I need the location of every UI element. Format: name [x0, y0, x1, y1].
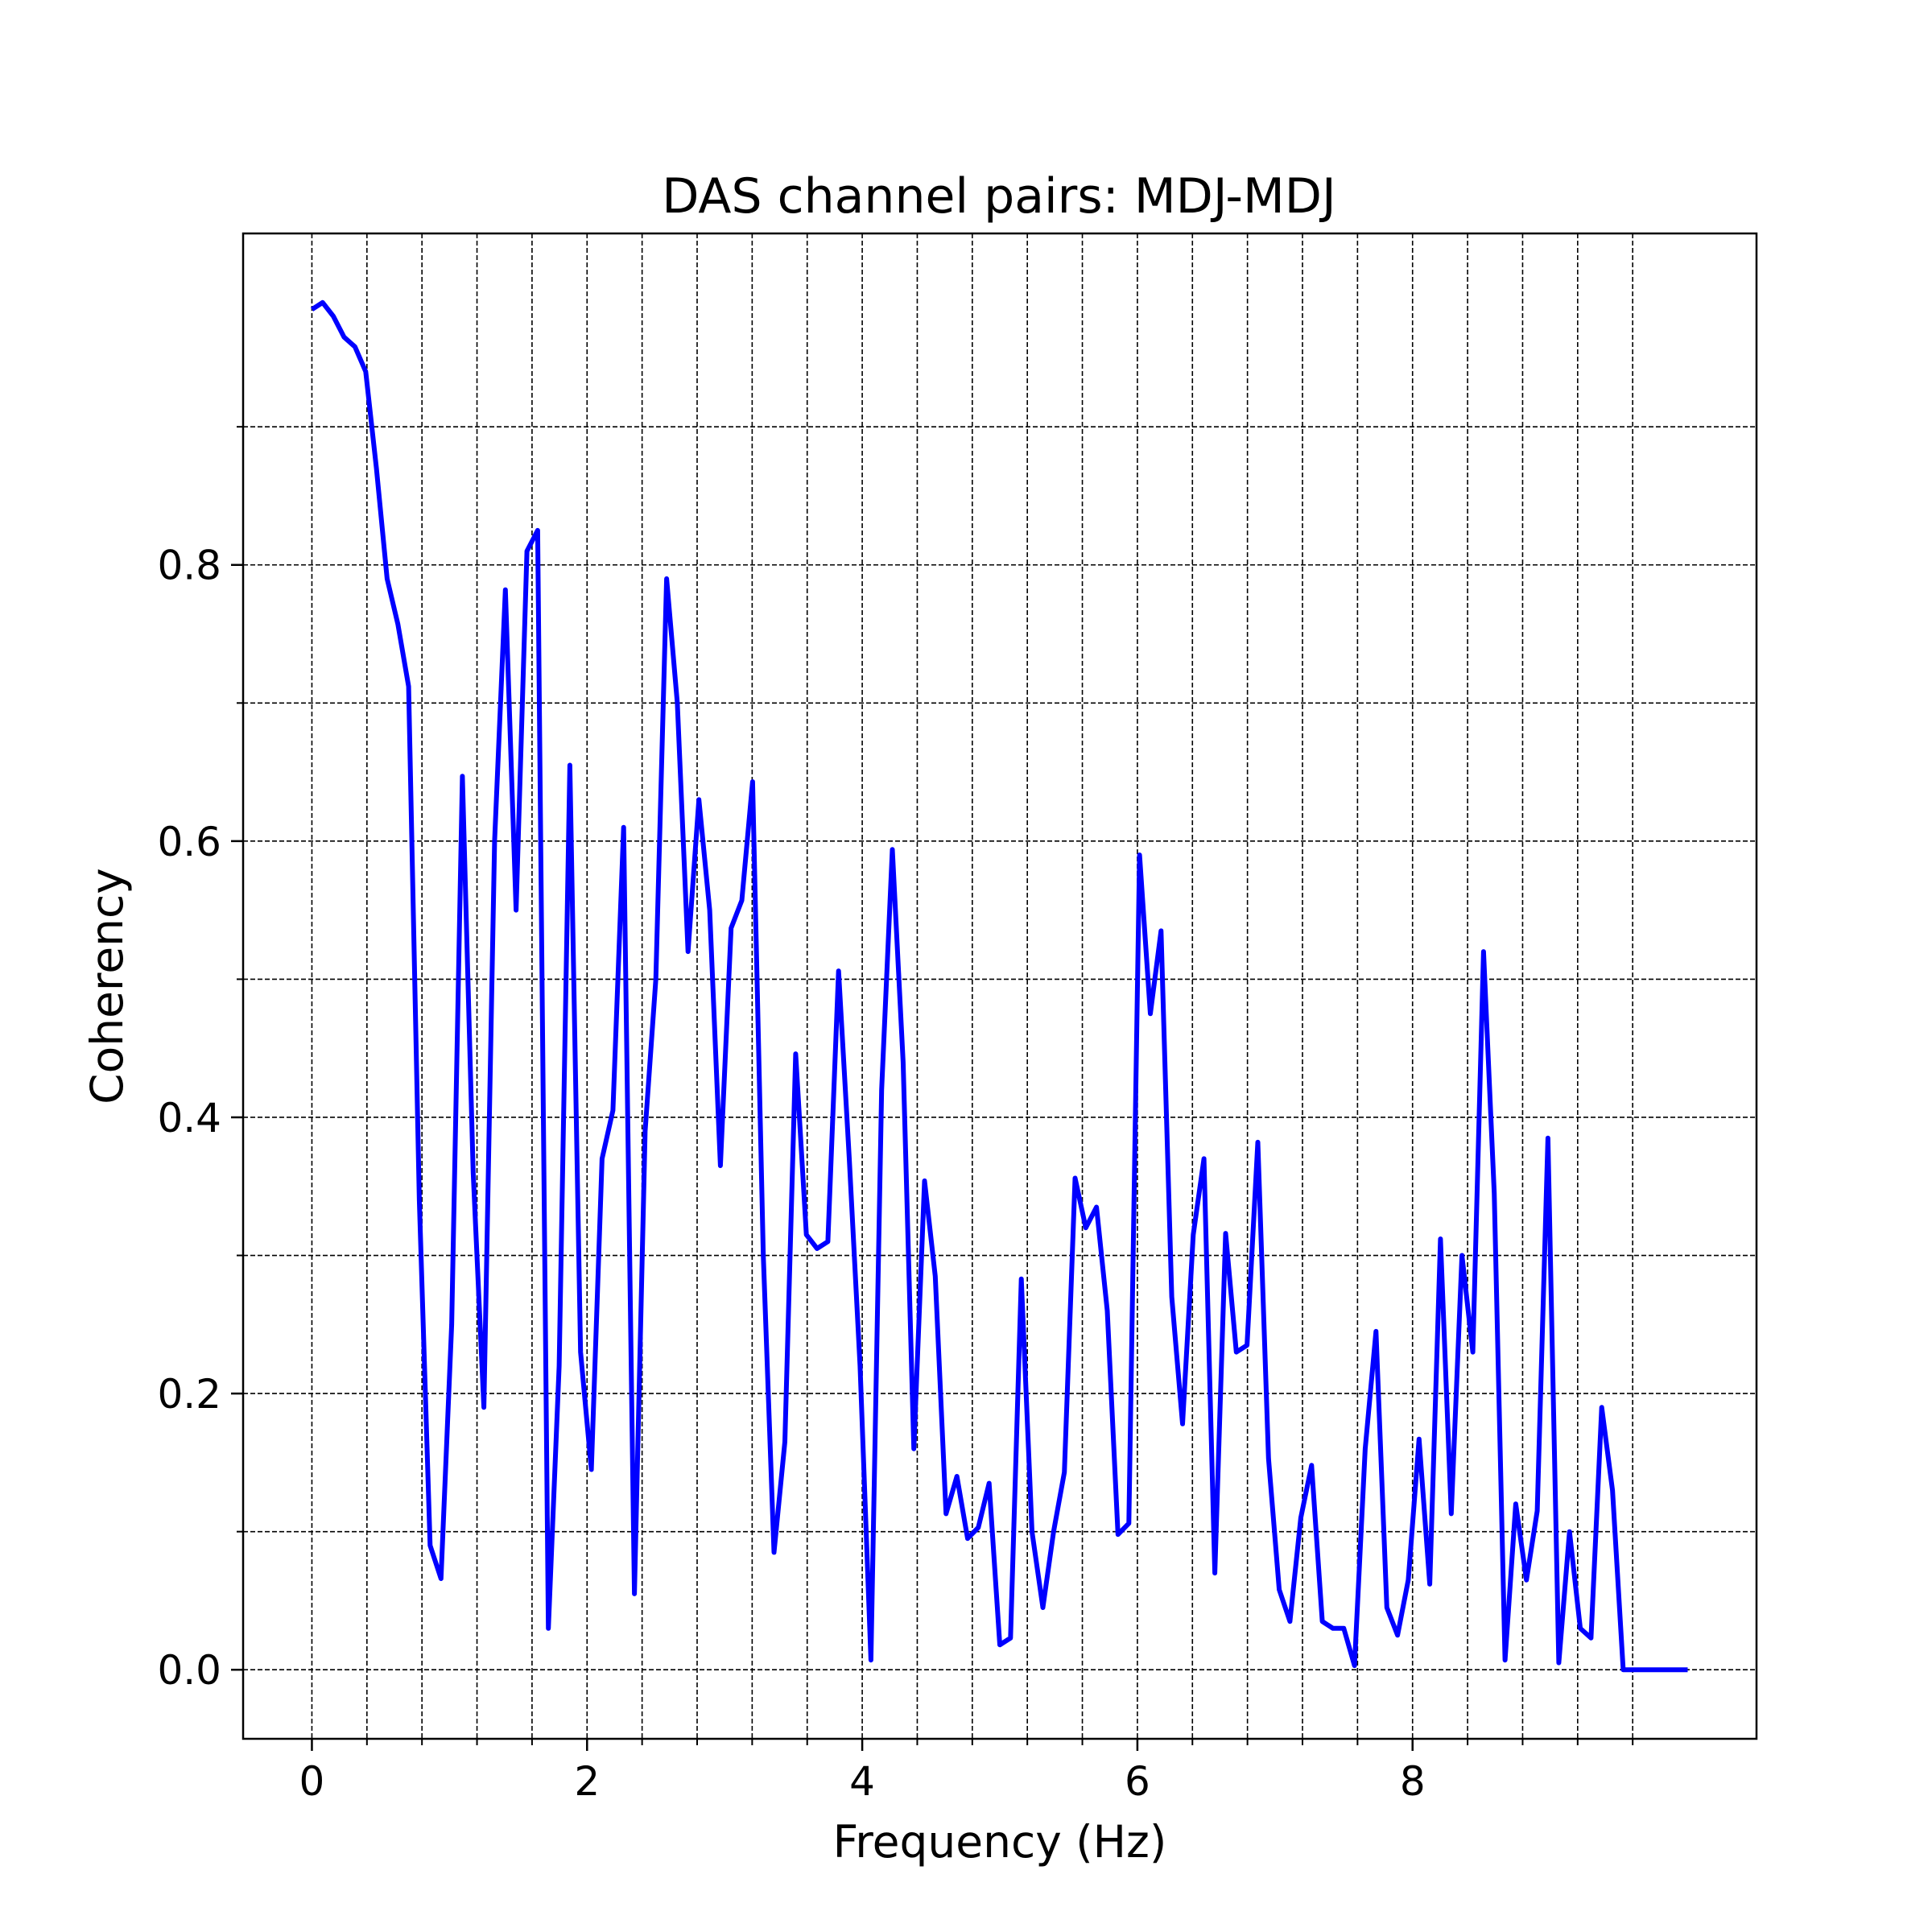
- grid: [243, 233, 1757, 1739]
- y-tick-label: 0.0: [157, 1647, 221, 1694]
- y-tick-label: 0.4: [157, 1095, 221, 1141]
- plot-frame: [242, 232, 1758, 1740]
- x-tick-label: 6: [1125, 1758, 1150, 1805]
- x-tick-label: 0: [299, 1758, 325, 1805]
- y-axis-ticks: 0.0 0.2 0.4 0.6 0.8: [157, 426, 243, 1694]
- x-tick-label: 8: [1400, 1758, 1426, 1805]
- y-tick-label: 0.8: [157, 543, 221, 589]
- y-axis-label: Coherency: [81, 868, 133, 1104]
- y-tick-label: 0.2: [157, 1371, 221, 1418]
- x-tick-label: 2: [574, 1758, 600, 1805]
- chart-title: DAS channel pairs: MDJ-MDJ: [662, 168, 1335, 225]
- x-axis-label: Frequency (Hz): [833, 1816, 1167, 1868]
- series-layer: [310, 299, 1688, 1673]
- coherency-series-line: [310, 299, 1688, 1673]
- y-tick-label: 0.6: [157, 819, 221, 865]
- x-axis-ticks: 0 2 4 6 8: [299, 1739, 1634, 1805]
- x-tick-label: 4: [849, 1758, 875, 1805]
